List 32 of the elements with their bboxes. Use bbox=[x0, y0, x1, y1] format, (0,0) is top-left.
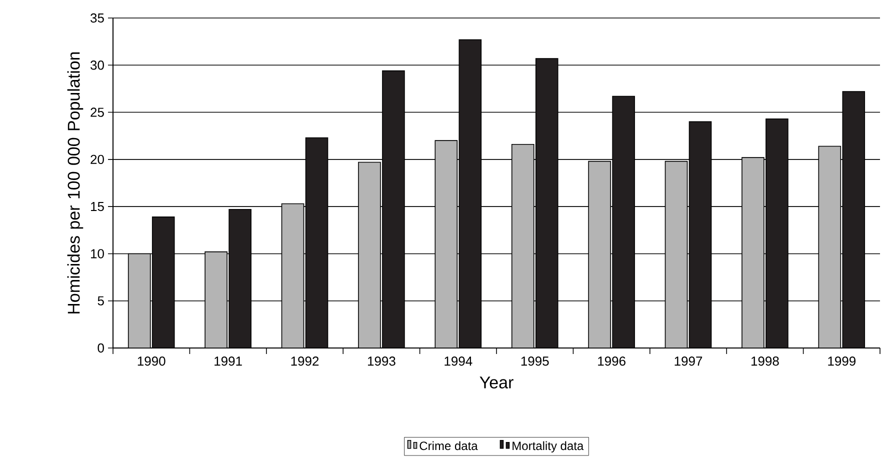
bar bbox=[742, 157, 764, 348]
y-tick-label: 10 bbox=[91, 249, 104, 258]
legend-label: Mortality data bbox=[512, 441, 584, 452]
x-tick-label: 1990 bbox=[138, 356, 166, 366]
x-tick-label: 1995 bbox=[521, 356, 549, 366]
x-tick-label: 1997 bbox=[674, 356, 702, 366]
bar bbox=[128, 253, 151, 348]
bar bbox=[511, 144, 534, 348]
bar bbox=[434, 140, 458, 348]
x-tick-label: 1993 bbox=[368, 356, 396, 366]
y-axis-title: Homicides per 100 000 Population bbox=[67, 52, 84, 314]
bar bbox=[664, 160, 688, 348]
x-tick-label: 1998 bbox=[751, 356, 779, 366]
bar bbox=[281, 203, 304, 348]
x-axis-title: Year bbox=[480, 376, 514, 388]
bar bbox=[588, 160, 611, 348]
x-tick-label: 1994 bbox=[444, 356, 472, 366]
x-tick-label: 1996 bbox=[598, 356, 626, 366]
x-tick-label: 1999 bbox=[828, 356, 856, 366]
bar bbox=[204, 251, 228, 348]
x-tick-label: 1991 bbox=[214, 356, 242, 366]
y-tick-label: 0 bbox=[98, 343, 104, 353]
legend-label: Crime data bbox=[420, 441, 478, 450]
y-tick-label: 5 bbox=[98, 296, 104, 306]
x-tick-label: 1992 bbox=[291, 356, 319, 366]
y-tick-label: 15 bbox=[91, 202, 104, 212]
y-tick-label: 25 bbox=[90, 108, 104, 117]
y-tick-label: 30 bbox=[90, 60, 104, 70]
y-tick-label: 35 bbox=[90, 13, 104, 23]
y-tick-label: 20 bbox=[90, 154, 104, 164]
bar bbox=[358, 162, 381, 348]
bar bbox=[818, 146, 842, 348]
